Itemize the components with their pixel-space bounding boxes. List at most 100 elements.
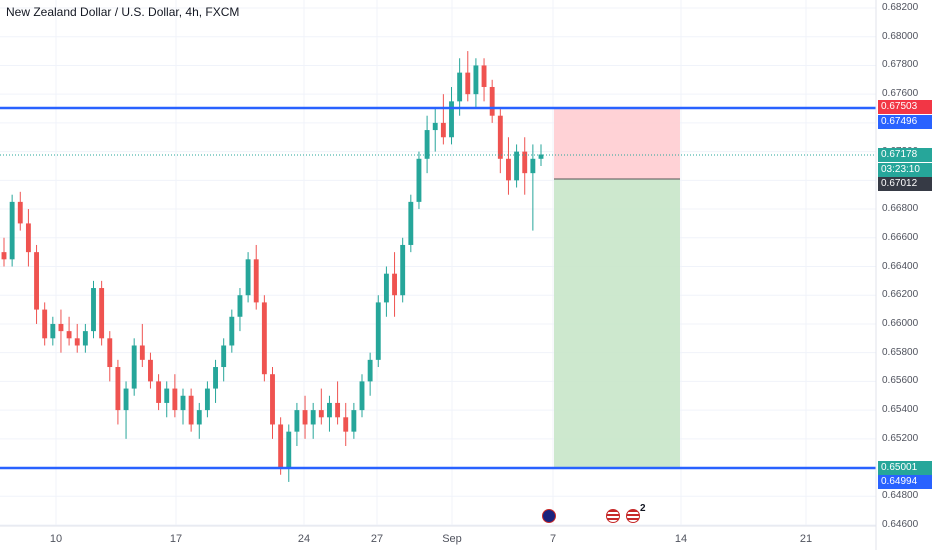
price-axis-tick: 0.68000 bbox=[882, 30, 919, 42]
stop-loss-zone[interactable] bbox=[554, 108, 680, 179]
candle-body bbox=[188, 395, 194, 425]
candle-body bbox=[270, 374, 275, 425]
candle-body bbox=[530, 158, 536, 174]
candle-body bbox=[213, 367, 218, 389]
take-profit-zone[interactable] bbox=[554, 179, 680, 468]
candle-body bbox=[115, 367, 121, 411]
price-axis-tick: 0.64800 bbox=[882, 490, 919, 502]
candle-body bbox=[180, 395, 186, 411]
price-axis-tick: 0.67600 bbox=[882, 88, 919, 100]
candle-body bbox=[424, 130, 430, 159]
candle-body bbox=[245, 259, 251, 296]
candle-body bbox=[310, 410, 316, 425]
us-flag-event-icon-2[interactable] bbox=[626, 509, 640, 523]
candle-body bbox=[139, 345, 145, 360]
time-axis-tick: Sep bbox=[442, 533, 462, 545]
candle-body bbox=[375, 302, 381, 360]
candle-body bbox=[432, 122, 438, 131]
candle-body bbox=[107, 338, 113, 368]
candle-body bbox=[481, 65, 487, 87]
candle-body bbox=[42, 309, 48, 339]
time-axis-tick: 10 bbox=[49, 533, 63, 545]
candle-body bbox=[343, 417, 349, 432]
nz-flag-event-icon[interactable] bbox=[542, 509, 556, 523]
candle-body bbox=[367, 359, 373, 382]
candle-body bbox=[392, 273, 397, 296]
candle-body bbox=[34, 252, 39, 310]
price-axis-tick: 0.66200 bbox=[882, 289, 919, 301]
candle-body bbox=[497, 115, 503, 159]
symbol-title: New Zealand Dollar / U.S. Dollar, 4h, FX… bbox=[6, 5, 240, 19]
candle-body bbox=[514, 151, 520, 181]
candle-body bbox=[91, 288, 96, 332]
resistance-alt-price-label: 0.67496 bbox=[878, 115, 932, 129]
candles bbox=[1, 51, 544, 482]
candle-body bbox=[278, 424, 284, 468]
price-axis-tick: 0.65800 bbox=[882, 346, 919, 358]
price-axis-tick: 0.66600 bbox=[882, 231, 919, 243]
price-axis-tick: 0.66800 bbox=[882, 203, 919, 215]
price-axis-tick: 0.65600 bbox=[882, 375, 919, 387]
candle-body bbox=[131, 345, 137, 389]
candle-body bbox=[506, 158, 511, 181]
candle-body bbox=[58, 323, 64, 332]
last-price-label: 0.67178 bbox=[878, 148, 932, 162]
bar-countdown-label: 03:23:10 bbox=[878, 163, 932, 177]
candle-body bbox=[148, 359, 153, 382]
candle-body bbox=[400, 244, 406, 296]
candle-body bbox=[221, 345, 227, 368]
support-alt-price-label: 0.64994 bbox=[878, 475, 932, 489]
price-axis-tick: 0.65400 bbox=[882, 404, 919, 416]
event-count-badge: 2 bbox=[640, 503, 646, 514]
candle-body bbox=[74, 338, 80, 346]
candle-body bbox=[489, 86, 495, 116]
candle-body bbox=[50, 323, 56, 339]
time-axis-tick: 7 bbox=[549, 533, 557, 545]
candle-body bbox=[351, 410, 357, 432]
candle-body bbox=[286, 431, 292, 468]
price-axis-tick: 0.65200 bbox=[882, 432, 919, 444]
time-axis-tick: 14 bbox=[674, 533, 688, 545]
time-axis-tick: 27 bbox=[370, 533, 384, 545]
candle-body bbox=[457, 72, 463, 102]
candle-body bbox=[408, 201, 414, 245]
candle-body bbox=[172, 388, 178, 411]
candle-body bbox=[229, 316, 235, 346]
time-axis-tick: 24 bbox=[297, 533, 311, 545]
candle-body bbox=[9, 201, 15, 260]
candle-body bbox=[253, 259, 259, 303]
price-axis-tick: 0.68200 bbox=[882, 2, 919, 13]
candle-body bbox=[123, 388, 129, 411]
candle-body bbox=[327, 402, 332, 418]
candle-body bbox=[522, 151, 528, 174]
price-axis-tick: 0.66000 bbox=[882, 317, 919, 329]
candle-body bbox=[359, 381, 365, 411]
candle-body bbox=[538, 154, 544, 159]
candle-body bbox=[335, 402, 341, 418]
candle-body bbox=[465, 72, 471, 95]
candle-body bbox=[196, 410, 202, 425]
candle-body bbox=[440, 122, 446, 138]
candle-body bbox=[164, 388, 170, 403]
candle-body bbox=[449, 101, 454, 138]
candle-body bbox=[66, 331, 72, 339]
price-axis-tick: 0.67800 bbox=[882, 59, 919, 71]
candle-body bbox=[99, 288, 105, 339]
candle-body bbox=[416, 158, 422, 202]
candle-body bbox=[17, 201, 23, 224]
price-axis-tick: 0.66400 bbox=[882, 260, 919, 272]
us-flag-event-icon[interactable] bbox=[606, 509, 620, 523]
candle-body bbox=[204, 388, 210, 411]
candle-body bbox=[383, 273, 389, 303]
grid bbox=[0, 0, 876, 526]
resistance-price-label: 0.67503 bbox=[878, 100, 932, 114]
candle-body bbox=[237, 295, 243, 317]
candle-body bbox=[294, 410, 300, 432]
candle-body bbox=[261, 302, 267, 375]
time-axis-tick: 17 bbox=[169, 533, 183, 545]
candle-body bbox=[156, 381, 162, 403]
time-axis-tick: 21 bbox=[799, 533, 813, 545]
price-axis-tick: 0.64600 bbox=[882, 519, 919, 530]
